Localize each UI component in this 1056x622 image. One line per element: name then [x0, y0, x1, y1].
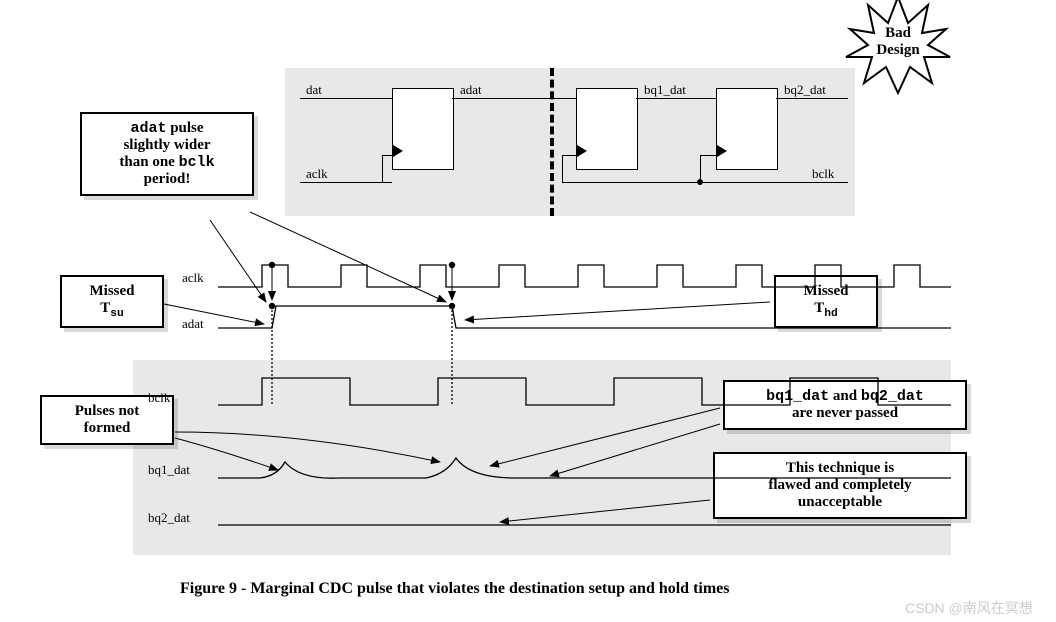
figure-caption: Figure 9 - Marginal CDC pulse that viola… — [180, 580, 730, 598]
adat-pulse-l1a: adat — [130, 120, 166, 137]
adat-pulse-l1b: pulse — [166, 120, 203, 136]
missed-tsu-l2b: su — [110, 308, 124, 320]
bad-design-text: Bad Design — [866, 25, 930, 59]
flawed-l3: unacceptable — [798, 494, 882, 510]
wave-label-bclk: bclk — [148, 390, 170, 406]
label-dat: dat — [306, 82, 322, 98]
label-bq1dat: bq1_dat — [644, 82, 686, 98]
flawed-l2: flawed and completely — [768, 477, 911, 493]
np-l1b: and — [829, 388, 861, 404]
label-adat: adat — [460, 82, 482, 98]
flipflop-b2 — [716, 88, 778, 170]
bad-design-line1: Bad — [885, 25, 911, 41]
flipflop-b1 — [576, 88, 638, 170]
diagram-canvas: dat adat bq1_dat bq2_dat aclk bclk Bad D… — [0, 0, 1056, 622]
flawed-l1: This technique is — [786, 460, 894, 476]
callout-flawed: This technique is flawed and completely … — [713, 452, 967, 519]
label-aclk: aclk — [306, 166, 328, 182]
wave-label-bq2: bq2_dat — [148, 510, 190, 526]
missed-thd-l1: Missed — [804, 283, 849, 299]
label-bclk: bclk — [812, 166, 834, 182]
cdc-boundary — [550, 68, 554, 216]
watermark: CSDN @南风在冥想 — [905, 598, 1033, 618]
flipflop-a — [392, 88, 454, 170]
callout-adat-pulse: adat pulse slightly wider than one bclk … — [80, 112, 254, 196]
pulses-nf-l2: formed — [84, 420, 131, 436]
missed-tsu-l1: Missed — [90, 283, 135, 299]
wave-label-bq1: bq1_dat — [148, 462, 190, 478]
callout-missed-tsu: Missed Tsu — [60, 275, 164, 328]
np-l2: are never passed — [792, 405, 898, 421]
missed-tsu-l2a: T — [100, 300, 110, 316]
pulses-nf-l1: Pulses not — [75, 403, 140, 419]
adat-pulse-l4: period! — [144, 171, 191, 187]
adat-pulse-l3a: than one — [119, 154, 178, 170]
adat-pulse-l2: slightly wider — [123, 137, 210, 153]
wave-label-aclk: aclk — [182, 270, 204, 286]
bad-design-line2: Design — [876, 42, 919, 58]
adat-pulse-l3b: bclk — [179, 154, 215, 171]
callout-never-passed: bq1_dat and bq2_dat are never passed — [723, 380, 967, 430]
np-l1a: bq1_dat — [766, 388, 829, 405]
np-l1c: bq2_dat — [861, 388, 924, 405]
wave-label-adat: adat — [182, 316, 204, 332]
label-bq2dat: bq2_dat — [784, 82, 826, 98]
callout-missed-thd: Missed Thd — [774, 275, 878, 328]
missed-thd-l2b: hd — [824, 308, 838, 320]
missed-thd-l2a: T — [814, 300, 824, 316]
